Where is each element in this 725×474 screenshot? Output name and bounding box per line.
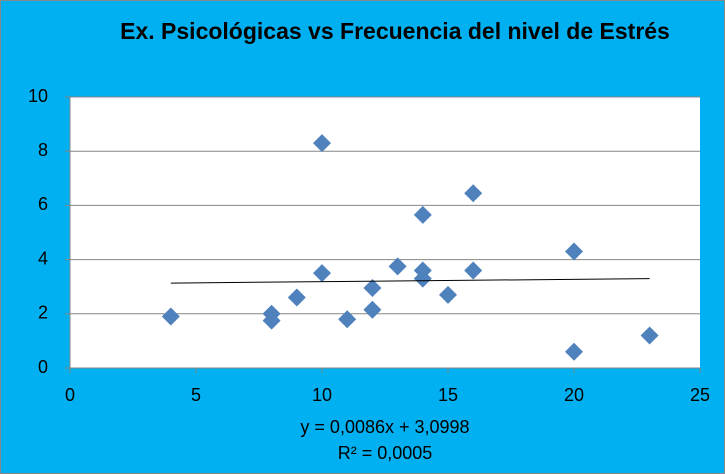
point <box>464 261 483 280</box>
point <box>565 242 583 261</box>
x-tick-label: 0 <box>65 385 75 405</box>
point <box>388 257 407 276</box>
point <box>287 288 306 307</box>
point <box>161 307 180 326</box>
point <box>338 310 357 329</box>
point <box>439 285 457 304</box>
chart-title: Ex. Psicológicas vs Frecuencia del nivel… <box>120 18 670 44</box>
x-tick-label: 15 <box>438 385 458 405</box>
point <box>262 311 281 330</box>
trendline <box>170 278 650 284</box>
point <box>363 279 382 298</box>
y-tick-label: 8 <box>38 140 48 160</box>
point <box>565 342 583 361</box>
point <box>413 269 432 288</box>
point <box>464 184 483 203</box>
y-tick-label: 6 <box>38 194 48 214</box>
plot-area <box>70 97 700 368</box>
x-tick-label: 10 <box>312 385 332 405</box>
trendline-equation: y = 0,0086x + 3,0998 <box>300 417 469 437</box>
y-tick-label: 10 <box>28 86 48 106</box>
point <box>313 264 331 283</box>
point <box>640 326 659 345</box>
point <box>363 300 382 319</box>
y-tick-label: 0 <box>38 357 48 377</box>
x-tick-label: 5 <box>191 385 201 405</box>
trendline-r2: R² = 0,0005 <box>338 443 433 463</box>
point <box>413 205 432 224</box>
x-tick-label: 20 <box>564 385 584 405</box>
point <box>313 134 331 153</box>
x-tick-label: 25 <box>690 385 710 405</box>
y-tick-label: 2 <box>38 303 48 323</box>
y-tick-label: 4 <box>38 248 48 268</box>
